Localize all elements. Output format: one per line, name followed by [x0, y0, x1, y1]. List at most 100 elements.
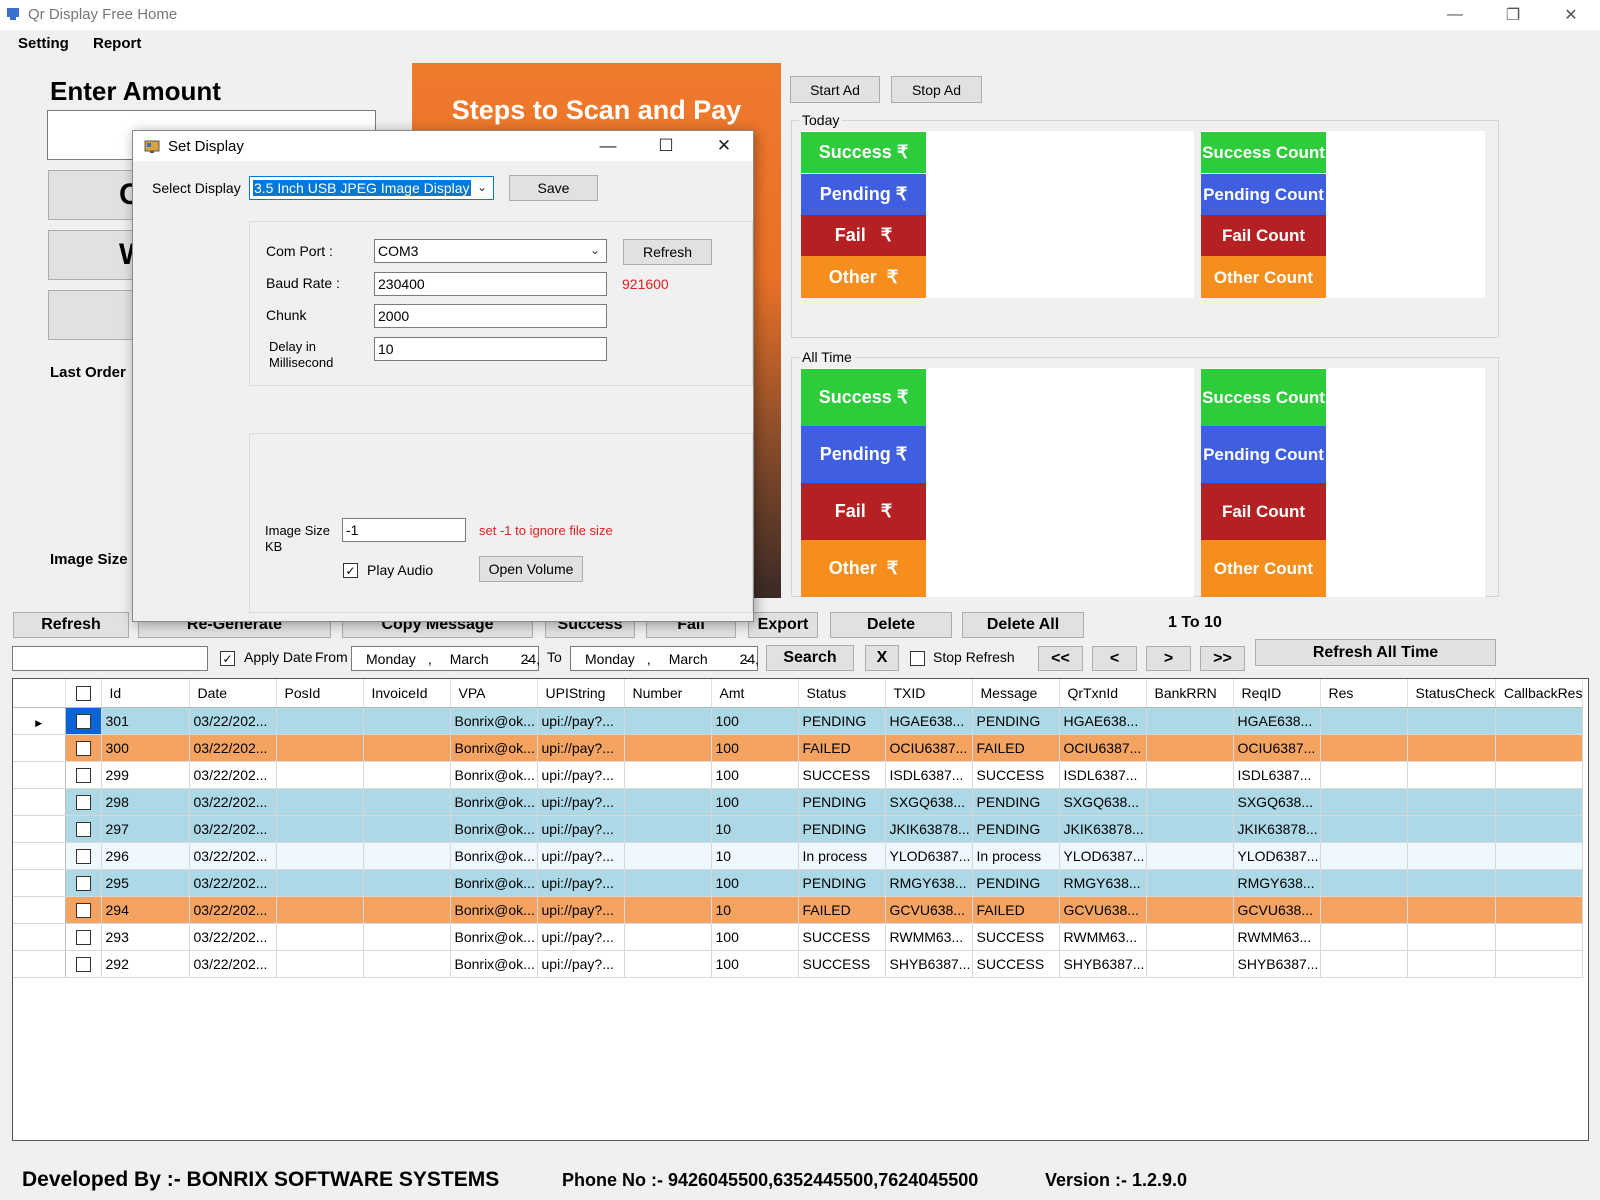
- chunk-input[interactable]: 2000: [374, 304, 607, 328]
- table-row[interactable]: 299 03/22/202... Bonrix@ok... upi://pay?...…: [13, 761, 1584, 789]
- image-size-input[interactable]: -1: [342, 518, 466, 542]
- cell-amt[interactable]: 10: [711, 896, 799, 924]
- cell-invoiceid[interactable]: [363, 842, 451, 870]
- row-header[interactable]: [13, 950, 66, 978]
- cell-id[interactable]: 296: [101, 842, 190, 870]
- cell-vpa[interactable]: Bonrix@ok...: [450, 788, 538, 816]
- cell-qrtxnid[interactable]: HGAE638...: [1059, 707, 1147, 735]
- cell-invoiceid[interactable]: [363, 761, 451, 789]
- cell-upi[interactable]: upi://pay?...: [537, 707, 625, 735]
- cell-date[interactable]: 03/22/202...: [189, 707, 277, 735]
- cell-number[interactable]: [624, 896, 712, 924]
- refresh-port-button[interactable]: Refresh: [623, 239, 712, 265]
- column-header[interactable]: Number: [624, 679, 712, 708]
- cell-vpa[interactable]: Bonrix@ok...: [450, 842, 538, 870]
- cell-qrtxnid[interactable]: SXGQ638...: [1059, 788, 1147, 816]
- cell-number[interactable]: [624, 707, 712, 735]
- minimize-icon[interactable]: —: [1447, 6, 1463, 23]
- cell-bankrrn[interactable]: [1146, 761, 1234, 789]
- cell-res[interactable]: [1320, 815, 1408, 843]
- column-header[interactable]: QrTxnId: [1059, 679, 1147, 708]
- table-row[interactable]: 297 03/22/202... Bonrix@ok... upi://pay?...…: [13, 815, 1584, 843]
- cell-invoiceid[interactable]: [363, 788, 451, 816]
- cell-amt[interactable]: 100: [711, 734, 799, 762]
- cell-res[interactable]: [1320, 950, 1408, 978]
- cell-number[interactable]: [624, 815, 712, 843]
- cell-status[interactable]: SUCCESS: [798, 950, 886, 978]
- cell-number[interactable]: [624, 923, 712, 951]
- cell-id[interactable]: 298: [101, 788, 190, 816]
- cell-res[interactable]: [1320, 923, 1408, 951]
- cell-status[interactable]: PENDING: [798, 788, 886, 816]
- cell-upi[interactable]: upi://pay?...: [537, 761, 625, 789]
- cell-upi[interactable]: upi://pay?...: [537, 869, 625, 897]
- cell-res[interactable]: [1320, 788, 1408, 816]
- cell-bankrrn[interactable]: [1146, 896, 1234, 924]
- delete-button[interactable]: Delete: [830, 612, 952, 638]
- cell-id[interactable]: 297: [101, 815, 190, 843]
- last-page-button[interactable]: >>: [1200, 646, 1245, 671]
- cell-message[interactable]: PENDING: [972, 869, 1060, 897]
- column-header[interactable]: UPIString: [537, 679, 625, 708]
- cell-date[interactable]: 03/22/202...: [189, 869, 277, 897]
- cell-txid[interactable]: ISDL6387...: [885, 761, 973, 789]
- save-button[interactable]: Save: [509, 175, 598, 201]
- cell-date[interactable]: 03/22/202...: [189, 734, 277, 762]
- cell-id[interactable]: 301: [101, 707, 190, 735]
- cell-vpa[interactable]: Bonrix@ok...: [450, 734, 538, 762]
- cell-res[interactable]: [1320, 896, 1408, 924]
- cell-status[interactable]: FAILED: [798, 734, 886, 762]
- cell-date[interactable]: 03/22/202...: [189, 950, 277, 978]
- table-row[interactable]: 292 03/22/202... Bonrix@ok... upi://pay?...…: [13, 950, 1584, 978]
- cell-res[interactable]: [1320, 707, 1408, 735]
- cell-res[interactable]: [1320, 869, 1408, 897]
- refresh-button[interactable]: Refresh: [13, 612, 129, 638]
- cell-callbackres[interactable]: [1495, 950, 1584, 978]
- maximize-icon[interactable]: ☐: [658, 136, 674, 155]
- cell-qrtxnid[interactable]: SHYB6387...: [1059, 950, 1147, 978]
- cell-posid[interactable]: [276, 923, 364, 951]
- cell-statuscheck[interactable]: [1407, 707, 1496, 735]
- cell-statuscheck[interactable]: [1407, 761, 1496, 789]
- cell-invoiceid[interactable]: [363, 707, 451, 735]
- cell-upi[interactable]: upi://pay?...: [537, 896, 625, 924]
- cell-statuscheck[interactable]: [1407, 923, 1496, 951]
- cell-qrtxnid[interactable]: OCIU6387...: [1059, 734, 1147, 762]
- cell-vpa[interactable]: Bonrix@ok...: [450, 707, 538, 735]
- cell-date[interactable]: 03/22/202...: [189, 761, 277, 789]
- row-checkbox[interactable]: [75, 875, 91, 891]
- cell-date[interactable]: 03/22/202...: [189, 896, 277, 924]
- select-all-header[interactable]: [65, 679, 102, 708]
- cell-bankrrn[interactable]: [1146, 842, 1234, 870]
- cell-statuscheck[interactable]: [1407, 842, 1496, 870]
- cell-posid[interactable]: [276, 734, 364, 762]
- row-checkbox[interactable]: [75, 767, 91, 783]
- cell-reqid[interactable]: ISDL6387...: [1233, 761, 1321, 789]
- cell-posid[interactable]: [276, 950, 364, 978]
- cell-qrtxnid[interactable]: RMGY638...: [1059, 869, 1147, 897]
- cell-callbackres[interactable]: [1495, 896, 1584, 924]
- search-button[interactable]: Search: [766, 645, 854, 671]
- cell-number[interactable]: [624, 734, 712, 762]
- row-header[interactable]: [13, 815, 66, 843]
- cell-txid[interactable]: OCIU6387...: [885, 734, 973, 762]
- cell-amt[interactable]: 10: [711, 815, 799, 843]
- cell-posid[interactable]: [276, 842, 364, 870]
- cell-invoiceid[interactable]: [363, 869, 451, 897]
- cell-posid[interactable]: [276, 707, 364, 735]
- column-header[interactable]: TXID: [885, 679, 973, 708]
- cell-message[interactable]: In process: [972, 842, 1060, 870]
- column-header[interactable]: BankRRN: [1146, 679, 1234, 708]
- cell-qrtxnid[interactable]: YLOD6387...: [1059, 842, 1147, 870]
- filter-input[interactable]: [12, 646, 208, 671]
- cell-amt[interactable]: 100: [711, 761, 799, 789]
- cell-posid[interactable]: [276, 815, 364, 843]
- cell-posid[interactable]: [276, 761, 364, 789]
- row-header[interactable]: ▶: [13, 707, 66, 735]
- cell-invoiceid[interactable]: [363, 923, 451, 951]
- cell-reqid[interactable]: GCVU638...: [1233, 896, 1321, 924]
- cell-vpa[interactable]: Bonrix@ok...: [450, 761, 538, 789]
- cell-reqid[interactable]: RMGY638...: [1233, 869, 1321, 897]
- column-header[interactable]: Message: [972, 679, 1060, 708]
- cell-number[interactable]: [624, 842, 712, 870]
